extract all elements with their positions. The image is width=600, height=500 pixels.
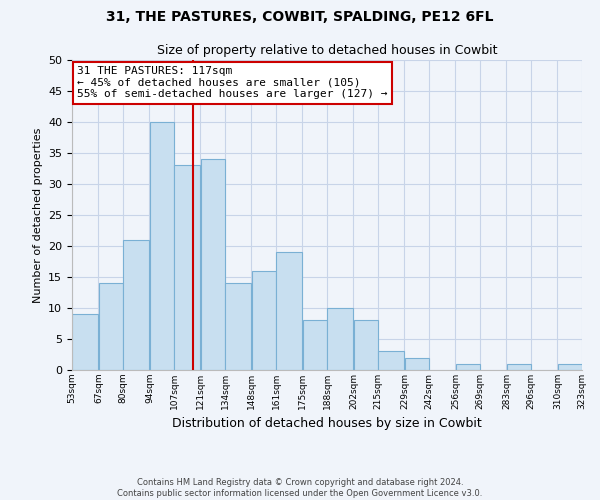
Bar <box>251 271 276 370</box>
Bar <box>455 364 480 370</box>
Bar <box>404 358 429 370</box>
Bar <box>149 122 174 370</box>
Bar <box>72 314 98 370</box>
Bar <box>302 320 327 370</box>
X-axis label: Distribution of detached houses by size in Cowbit: Distribution of detached houses by size … <box>172 418 482 430</box>
Text: 31 THE PASTURES: 117sqm
← 45% of detached houses are smaller (105)
55% of semi-d: 31 THE PASTURES: 117sqm ← 45% of detache… <box>77 66 388 100</box>
Y-axis label: Number of detached properties: Number of detached properties <box>32 128 43 302</box>
Bar <box>378 352 404 370</box>
Bar <box>174 166 200 370</box>
Bar <box>200 159 225 370</box>
Text: 31, THE PASTURES, COWBIT, SPALDING, PE12 6FL: 31, THE PASTURES, COWBIT, SPALDING, PE12… <box>106 10 494 24</box>
Bar <box>98 283 123 370</box>
Bar <box>557 364 582 370</box>
Bar <box>276 252 302 370</box>
Bar <box>123 240 149 370</box>
Bar <box>225 283 251 370</box>
Bar <box>506 364 531 370</box>
Text: Contains HM Land Registry data © Crown copyright and database right 2024.
Contai: Contains HM Land Registry data © Crown c… <box>118 478 482 498</box>
Bar <box>327 308 353 370</box>
Bar <box>353 320 378 370</box>
Title: Size of property relative to detached houses in Cowbit: Size of property relative to detached ho… <box>157 44 497 58</box>
